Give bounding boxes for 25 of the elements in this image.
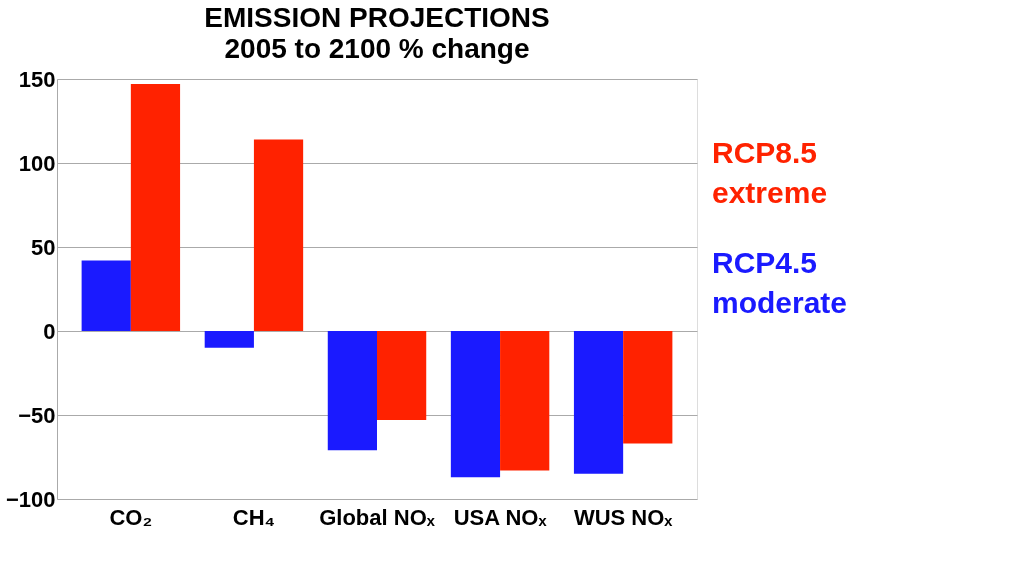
y-tick-label: 150 <box>18 66 56 92</box>
bar <box>130 84 181 331</box>
bar <box>450 331 501 478</box>
y-tick-label: 0 <box>43 318 56 344</box>
y-tick-label: 100 <box>18 150 56 176</box>
bar <box>623 331 673 444</box>
y-tick-label: −100 <box>5 486 56 512</box>
bar <box>327 331 377 451</box>
bar <box>377 331 427 421</box>
chart-subtitle: 2005 to 2100 % change <box>224 33 530 64</box>
x-tick-label: WUS NOₓ <box>573 504 674 530</box>
text: RCP4.5 moderate <box>712 246 848 319</box>
bar <box>81 260 131 331</box>
x-tick-label: Global NOₓ <box>319 504 436 530</box>
chart-title: EMISSION PROJECTIONS <box>204 2 550 33</box>
y-tick-label: −50 <box>18 402 56 428</box>
x-tick-label: CH₄ <box>232 504 276 530</box>
bar <box>204 331 254 348</box>
bar <box>253 139 304 331</box>
text: RCP8.5 extreme <box>712 136 828 209</box>
bar <box>573 331 624 474</box>
bar <box>500 331 550 471</box>
x-tick-label: USA NOₓ <box>453 504 548 530</box>
x-tick-label: CO₂ <box>109 504 153 530</box>
y-tick-label: 50 <box>31 234 56 260</box>
